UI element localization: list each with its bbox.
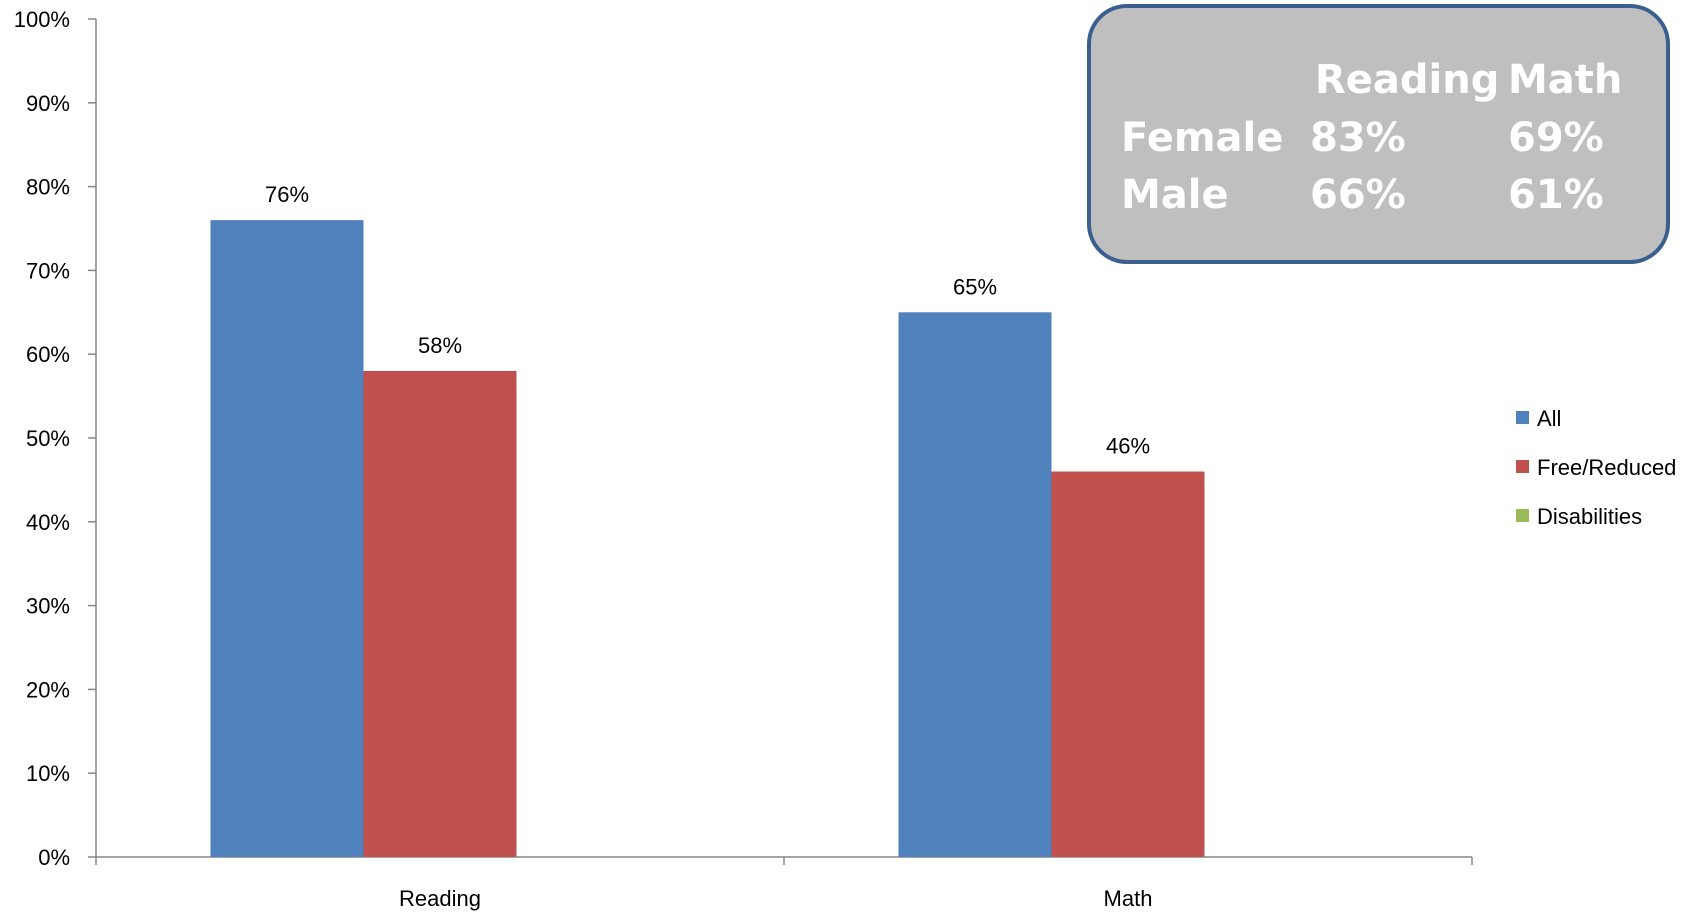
legend-label: All	[1537, 406, 1561, 431]
legend-label: Disabilities	[1537, 504, 1642, 529]
x-axis: Reading Math	[95, 856, 1473, 911]
x-category-label: Math	[1104, 886, 1153, 911]
summary-row-label-female: Female	[1121, 115, 1283, 161]
y-tick-label: 60%	[26, 342, 70, 367]
x-category-label: Reading	[399, 886, 481, 911]
summary-female-math: 69%	[1508, 115, 1604, 161]
data-label: 58%	[418, 333, 462, 358]
y-tick-label: 0%	[38, 845, 70, 870]
data-label: 46%	[1106, 434, 1150, 459]
legend-label: Free/Reduced	[1537, 455, 1676, 480]
legend: All Free/Reduced Disabilities	[1516, 406, 1676, 529]
y-tick-label: 40%	[26, 510, 70, 535]
y-tick-label: 20%	[26, 677, 70, 702]
summary-table-box: Reading Math Female 83% 69% Male 66% 61%	[1087, 4, 1670, 264]
y-tick-label: 90%	[26, 91, 70, 116]
y-tick-label: 10%	[26, 761, 70, 786]
bar	[363, 370, 517, 857]
summary-male-reading: 66%	[1310, 172, 1406, 218]
y-tick-label: 100%	[14, 7, 70, 32]
data-labels: 76% 65% 58% 46%	[265, 182, 1150, 458]
legend-swatch	[1516, 460, 1529, 473]
summary-box-background	[1087, 4, 1670, 264]
y-tick-label: 50%	[26, 426, 70, 451]
data-label: 65%	[953, 274, 997, 299]
y-tick-label: 30%	[26, 594, 70, 619]
bar	[898, 312, 1052, 857]
y-axis: 0% 10% 20% 30% 40% 50% 60% 70% 80% 90% 100%	[14, 7, 97, 870]
summary-male-math: 61%	[1508, 172, 1604, 218]
bar	[210, 220, 364, 857]
summary-female-reading: 83%	[1310, 115, 1406, 161]
summary-header-reading: Reading	[1315, 57, 1499, 103]
y-tick-label: 70%	[26, 258, 70, 283]
summary-header-math: Math	[1508, 57, 1622, 103]
bars	[210, 220, 1205, 857]
y-tick-label: 80%	[26, 175, 70, 200]
data-label: 76%	[265, 182, 309, 207]
legend-swatch	[1516, 509, 1529, 522]
bar	[1051, 471, 1205, 857]
summary-row-label-male: Male	[1121, 172, 1229, 218]
legend-swatch	[1516, 411, 1529, 424]
